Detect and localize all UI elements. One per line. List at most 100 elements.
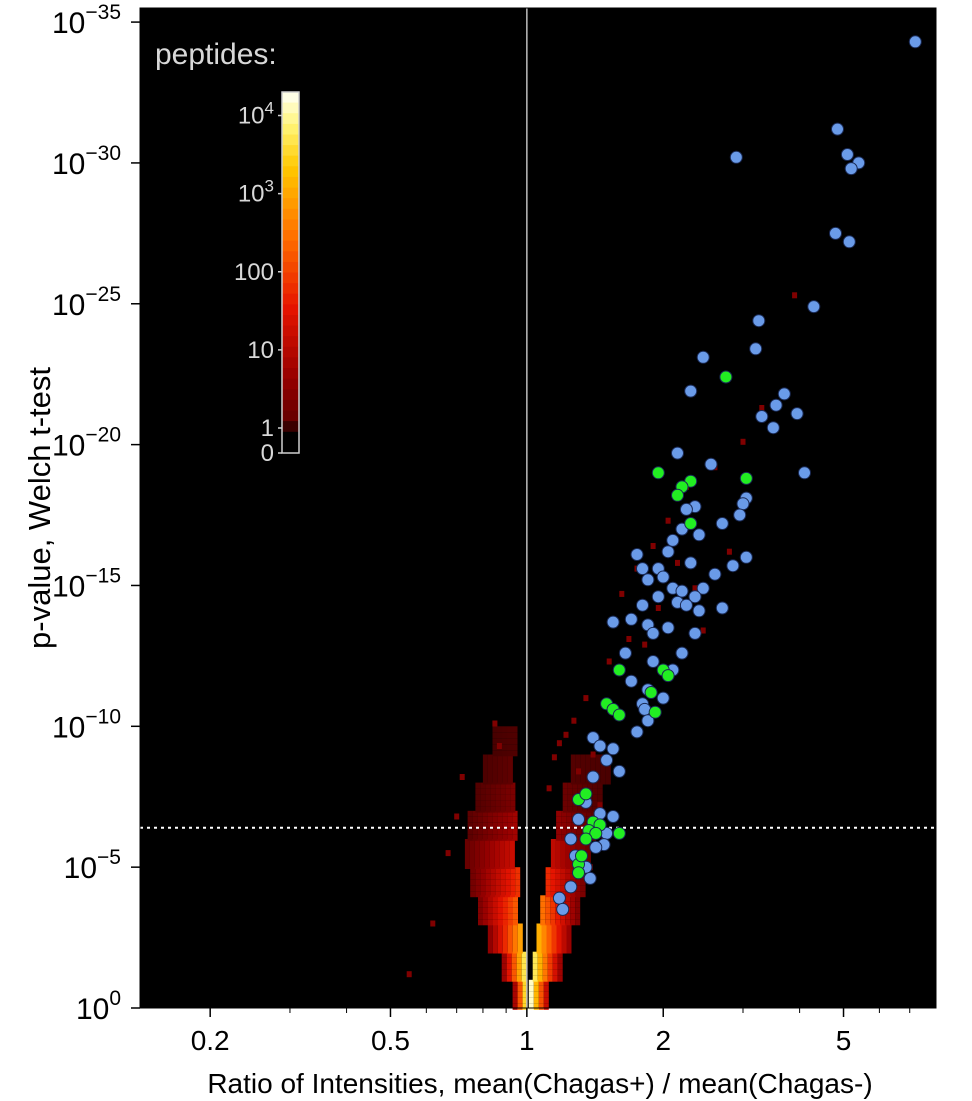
blue-point [755, 410, 769, 423]
density-cell [512, 997, 518, 1004]
density-cell [585, 766, 591, 773]
density-cell [560, 885, 566, 892]
density-cell [562, 806, 568, 813]
density-cell [550, 873, 556, 880]
density-cell [561, 929, 567, 936]
colorbar-band [282, 442, 299, 454]
y-tick-label: 100 [76, 987, 121, 1026]
blue-point [696, 581, 710, 595]
blue-point [552, 891, 566, 905]
density-cell [521, 951, 527, 958]
density-cell [521, 969, 527, 976]
density-cell [487, 754, 493, 761]
density-cell [482, 754, 488, 761]
density-cell [576, 828, 582, 835]
density-cell [502, 834, 508, 841]
green-point [661, 669, 675, 683]
density-cell [575, 919, 581, 926]
blue-point [646, 655, 660, 668]
density-cell [577, 782, 583, 789]
density-cell [540, 919, 546, 926]
colorbar: peptides: 01 10 100 103 104 [155, 38, 300, 467]
density-cell [595, 760, 601, 767]
density-cell [503, 901, 508, 908]
density-cell [556, 740, 562, 747]
density-cell [590, 751, 596, 758]
density-cell [500, 873, 506, 880]
density-cell [567, 806, 573, 813]
density-cell [515, 867, 521, 874]
density-cell [545, 891, 551, 898]
density-cell [502, 726, 508, 733]
density-cell [592, 800, 598, 807]
blue-point [636, 598, 649, 612]
density-cell [575, 845, 581, 851]
density-cell [505, 782, 511, 789]
density-cell [467, 810, 473, 817]
density-cell [464, 845, 470, 851]
density-cell [565, 873, 571, 880]
density-cell [497, 766, 503, 773]
density-cell [484, 857, 490, 863]
density-cell [533, 979, 539, 986]
colorbar-gradient [282, 92, 299, 454]
density-cell [470, 867, 476, 874]
density-cell [492, 834, 498, 841]
blue-point [688, 590, 702, 604]
density-cell [507, 750, 513, 757]
x-axis-label: Ratio of Intensities, mean(Chagas+) / me… [207, 1068, 872, 1099]
density-cell [517, 929, 523, 936]
density-cell [565, 919, 571, 926]
density-cell [561, 810, 567, 817]
density-cell [550, 845, 556, 851]
colorbar-band [282, 346, 299, 358]
density-cell [512, 941, 518, 948]
density-cell [597, 788, 603, 795]
blue-point [646, 626, 660, 640]
density-cell [585, 845, 591, 851]
density-cell [605, 778, 611, 785]
density-cell [556, 816, 562, 823]
density-cell [576, 768, 581, 775]
blue-point [715, 517, 729, 530]
density-cell [575, 772, 581, 779]
colorbar-title: peptides: [155, 38, 277, 71]
density-cell [490, 806, 496, 813]
density-cell [467, 828, 473, 835]
density-cell [498, 901, 503, 908]
density-cell [561, 923, 567, 930]
density-cell [475, 800, 481, 807]
density-cell [552, 951, 558, 958]
density-cell [492, 929, 498, 936]
density-cell [502, 947, 508, 954]
blue-point [684, 384, 698, 398]
density-cell [600, 766, 606, 773]
density-cell [542, 963, 548, 970]
density-cell [469, 839, 475, 845]
density-cell [470, 873, 476, 880]
density-cell [500, 879, 506, 886]
density-cell [566, 941, 572, 948]
density-cell [506, 957, 512, 964]
density-cell [570, 891, 576, 898]
blue-point [630, 725, 644, 739]
density-cell [459, 774, 465, 780]
density-cell [502, 816, 508, 823]
colorbar-band [282, 261, 299, 273]
density-cell [501, 957, 507, 964]
colorbar-band [282, 389, 299, 401]
density-cell [499, 863, 505, 869]
data-points [552, 35, 922, 916]
density-cell [562, 800, 568, 807]
density-cell [516, 957, 522, 964]
density-cell [512, 732, 518, 739]
density-cell [512, 923, 518, 930]
density-cell [528, 997, 534, 1004]
density-cell [551, 935, 557, 942]
density-cell [550, 879, 556, 886]
density-cell [470, 885, 476, 892]
density-cell [492, 923, 498, 930]
density-cell [500, 788, 506, 795]
blue-point [684, 556, 698, 570]
